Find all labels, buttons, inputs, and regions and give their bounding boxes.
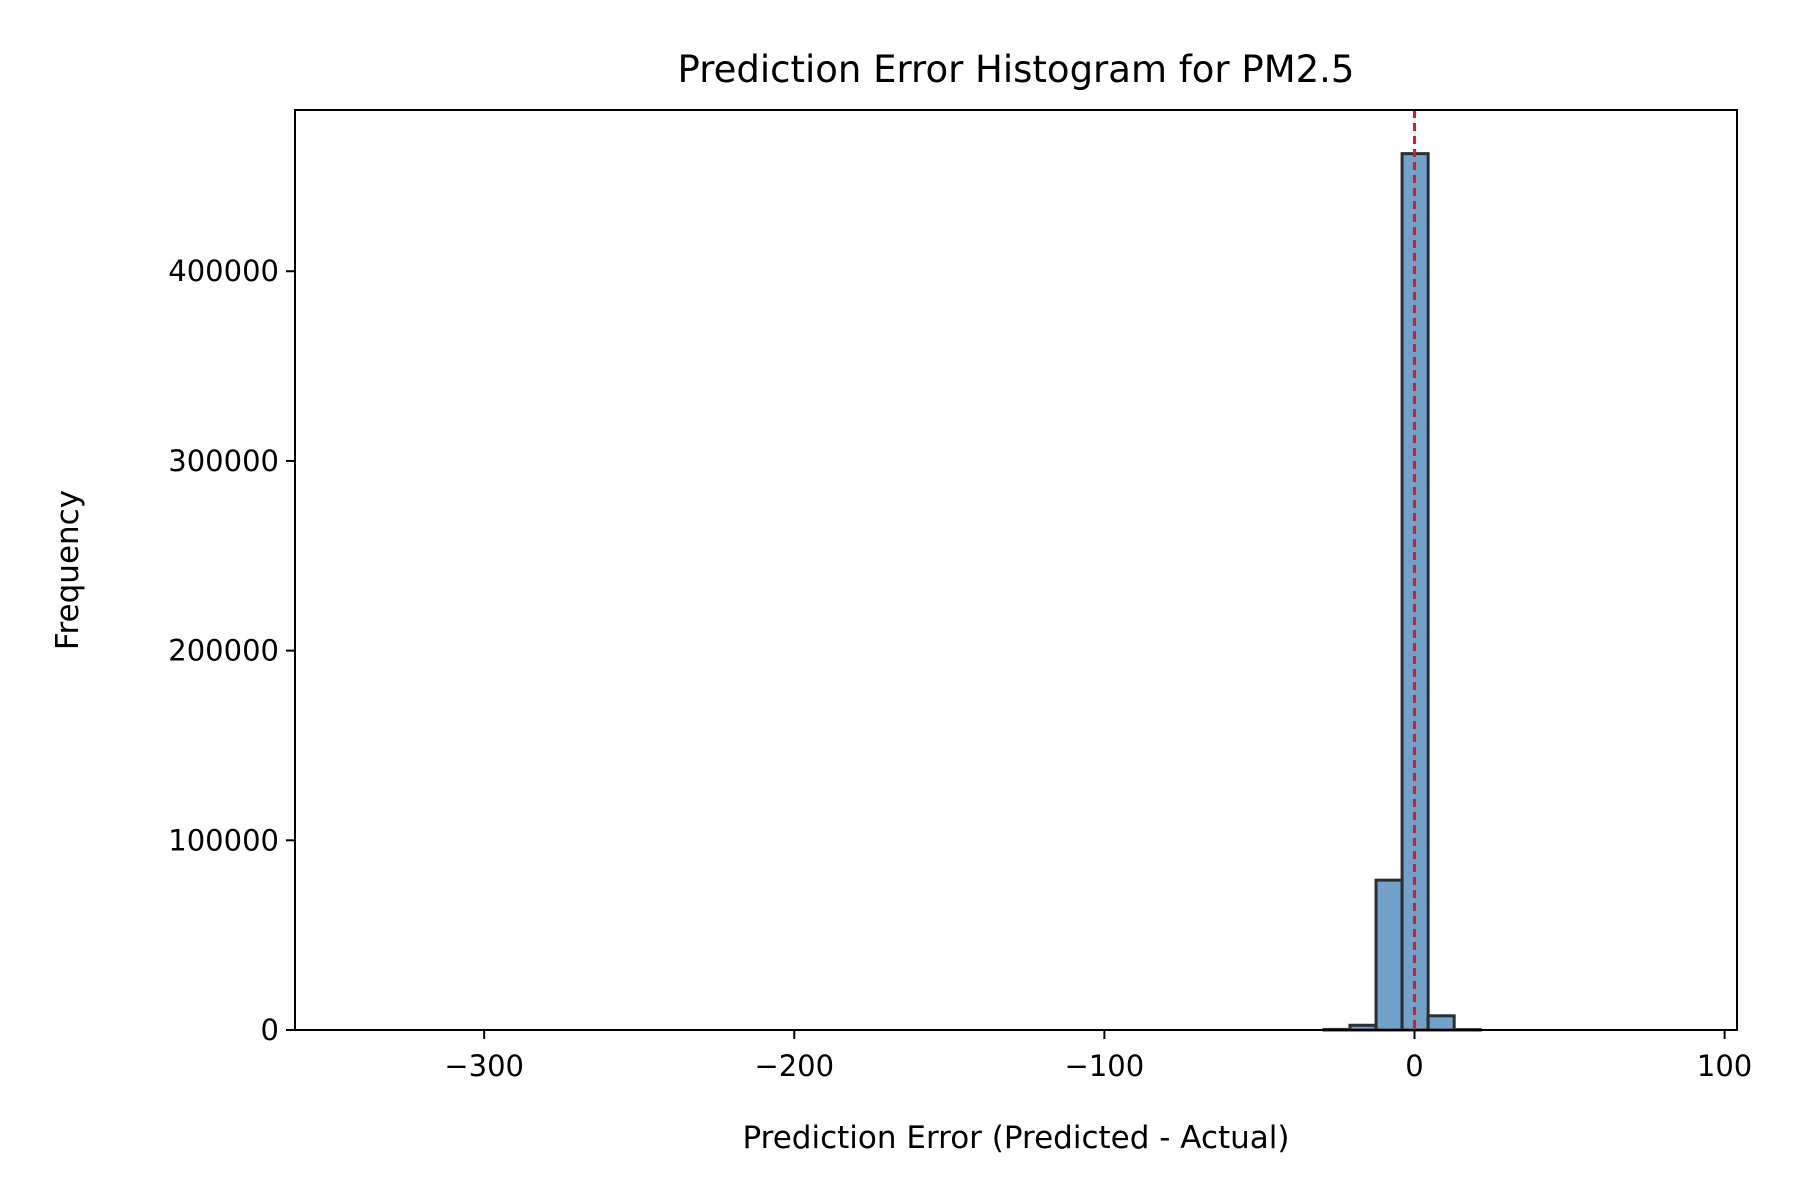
x-tick-label: −100	[1065, 1049, 1145, 1083]
x-tick-label: −200	[754, 1049, 834, 1083]
x-tick-label: −300	[444, 1049, 524, 1083]
plot-frame	[294, 109, 1738, 1031]
y-tick-label: 400000	[168, 254, 279, 288]
chart-title: Prediction Error Histogram for PM2.5	[678, 48, 1355, 91]
x-axis-label: Prediction Error (Predicted - Actual)	[743, 1120, 1290, 1156]
y-axis-label: Frequency	[50, 490, 86, 650]
y-tick-label: 100000	[168, 823, 279, 857]
y-tick-label: 0	[261, 1013, 279, 1047]
histogram-bar	[1426, 1014, 1456, 1032]
y-axis-ticks: 0 100000 200000 300000 400000	[168, 254, 295, 1047]
x-tick-label: 0	[1405, 1049, 1423, 1083]
x-tick-label: 100	[1697, 1049, 1752, 1083]
y-tick-label: 300000	[168, 444, 279, 478]
x-axis-ticks: −300 −200 −100 0 100	[444, 1030, 1752, 1083]
y-tick-label: 200000	[168, 634, 279, 668]
histogram-bar	[1374, 878, 1404, 1032]
